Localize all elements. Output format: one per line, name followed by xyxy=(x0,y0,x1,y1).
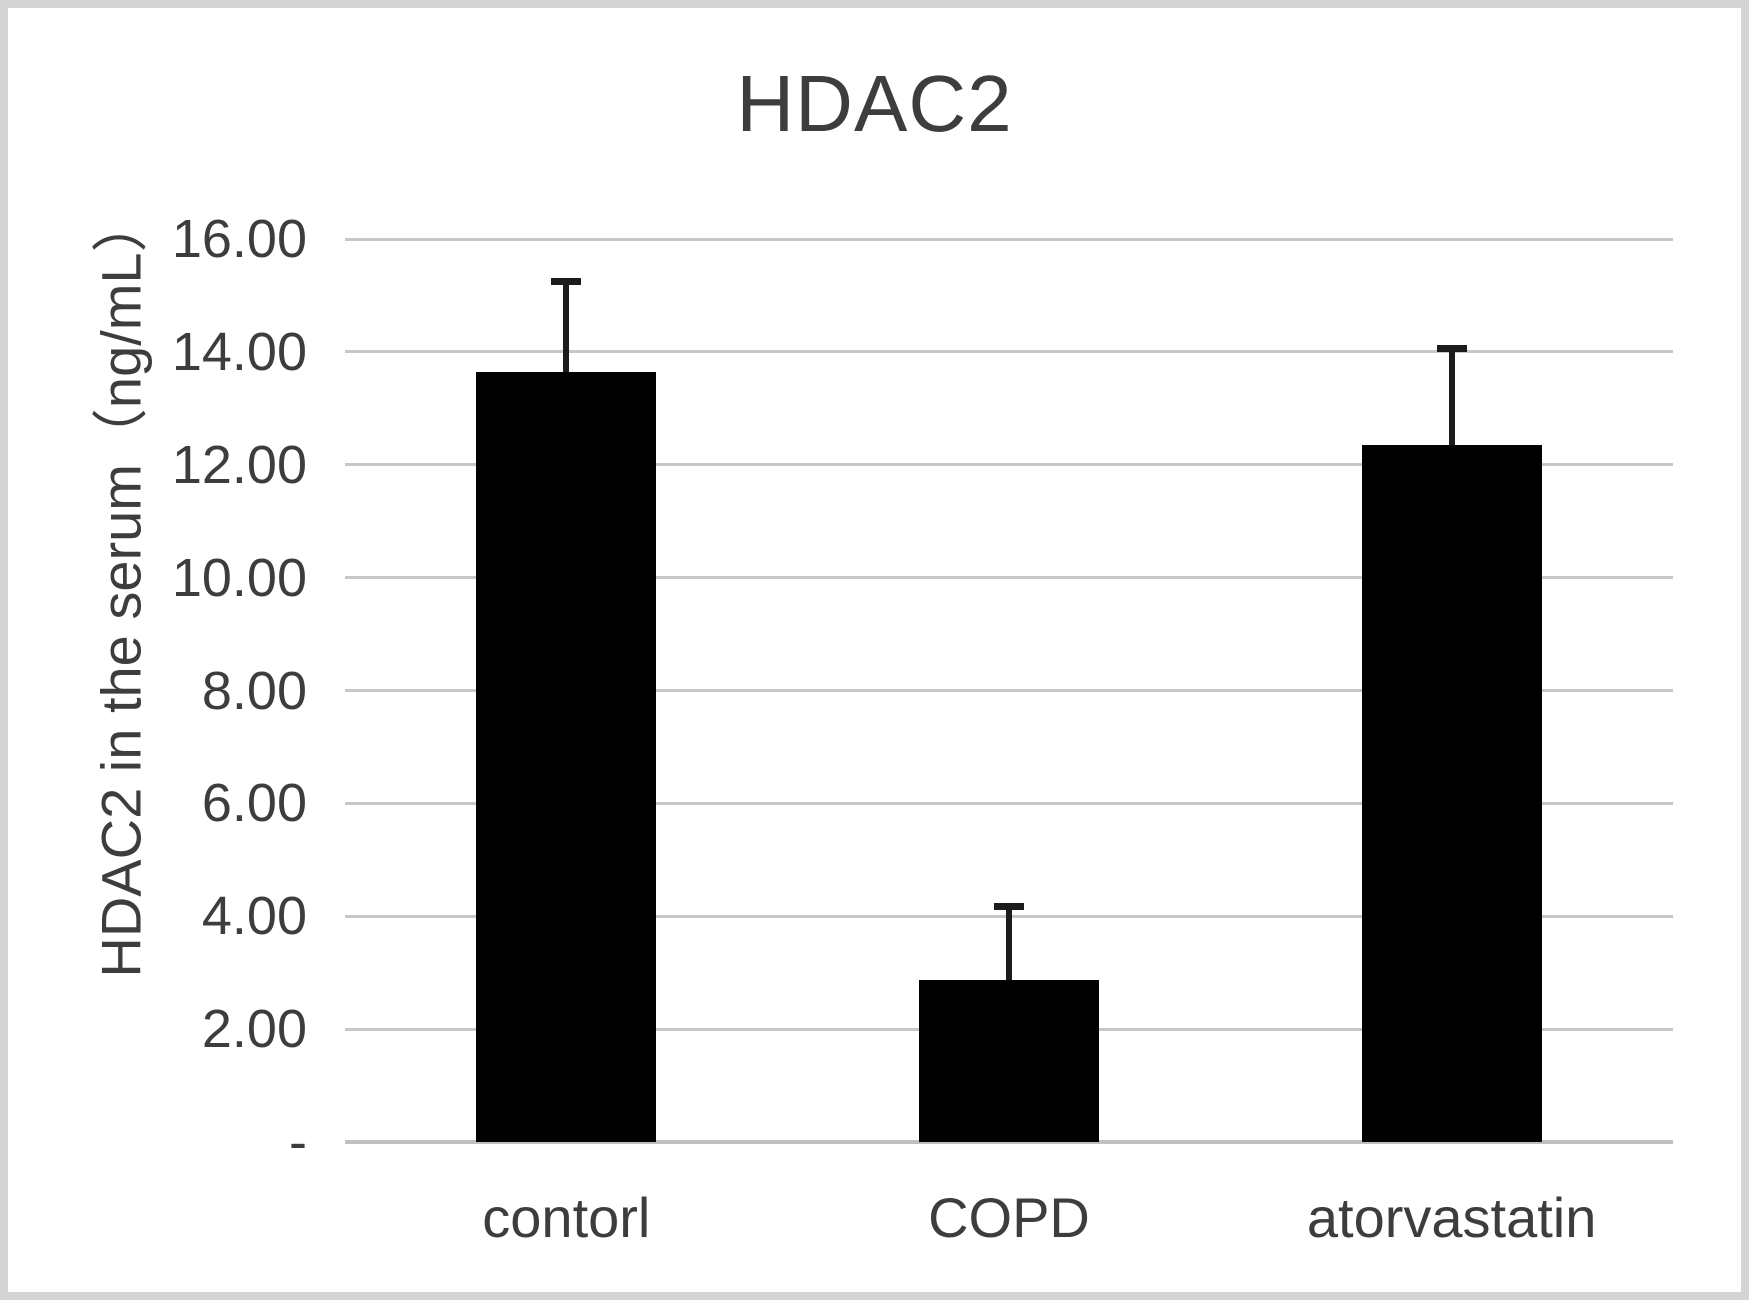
y-axis-tick-label: 10.00 xyxy=(171,547,307,608)
y-axis-tick-label: 4.00 xyxy=(201,886,307,947)
y-axis-tick-label: - xyxy=(289,1112,307,1172)
gridline xyxy=(345,350,1673,354)
y-axis-tick-label: 12.00 xyxy=(171,434,307,495)
gridline xyxy=(345,463,1673,467)
x-axis-label-contorl: contorl xyxy=(482,1186,651,1249)
error-bar-line xyxy=(1006,906,1012,980)
y-axis-tick-label: 2.00 xyxy=(201,999,307,1060)
x-axis-label-atorvastatin: atorvastatin xyxy=(1306,1186,1597,1249)
error-bar-cap xyxy=(1436,344,1467,352)
y-axis-tick-label: 16.00 xyxy=(171,209,307,269)
chart-title: HDAC2 xyxy=(736,59,1013,148)
y-axis-tick-label: 6.00 xyxy=(201,773,307,834)
bar-COPD xyxy=(919,980,1099,1142)
gridline xyxy=(345,237,1673,241)
error-bar-cap xyxy=(994,903,1024,911)
bar-atorvastatin xyxy=(1361,444,1542,1142)
gridline xyxy=(345,576,1673,580)
bar-contorl xyxy=(476,371,657,1142)
error-bar-line xyxy=(1448,347,1455,445)
x-axis-label-COPD: COPD xyxy=(928,1186,1090,1249)
error-bar-line xyxy=(563,281,570,372)
error-bar-cap xyxy=(551,278,582,286)
x-axis-line xyxy=(345,1140,1673,1144)
y-axis-tick-label: 8.00 xyxy=(201,660,307,721)
y-axis-tick-label: 14.00 xyxy=(171,321,307,382)
gridline xyxy=(345,689,1673,692)
gridline xyxy=(345,801,1673,805)
